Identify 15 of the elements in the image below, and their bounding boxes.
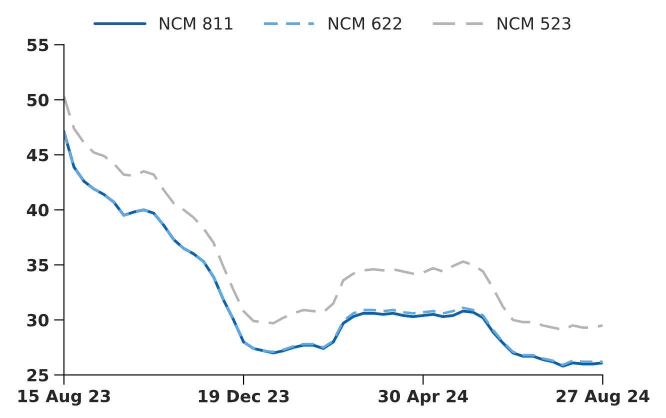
- line-series: [64, 95, 603, 332]
- legend-label: NCM 622: [328, 17, 402, 30]
- y-tick-label: 30: [27, 314, 49, 326]
- y-tick-label: 50: [27, 94, 49, 106]
- y-tick-label: 25: [27, 368, 48, 382]
- y-tick-label: 40: [26, 204, 49, 216]
- y-tick-label: 55: [27, 38, 48, 52]
- legend-label: NCM 811: [160, 17, 232, 30]
- y-tick-label: 35: [27, 258, 48, 272]
- x-tick-label: 27 Aug 24: [556, 390, 650, 406]
- x-tick-label: 15 Aug 23: [18, 390, 110, 406]
- y-tick-label: 45: [26, 148, 48, 162]
- x-tick-label: 30 Apr 24: [378, 390, 468, 406]
- legend-label: NCM 523: [498, 17, 570, 30]
- x-tick-label: 19 Dec 23: [198, 390, 289, 402]
